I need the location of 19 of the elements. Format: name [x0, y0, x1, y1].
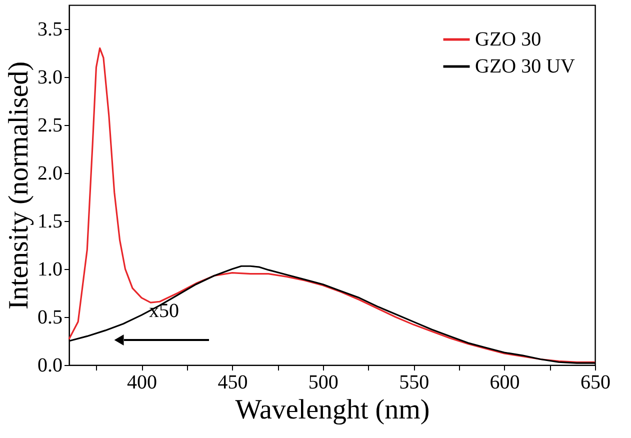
y-axis-title: Intensity (normalised) [4, 61, 34, 310]
x-tick-label: 600 [490, 372, 520, 394]
x-axis-title: Wavelenght (nm) [235, 394, 430, 426]
x-tick-label: 450 [218, 372, 248, 394]
x-tick-label: 550 [399, 372, 430, 394]
x-tick-label: 650 [580, 372, 610, 394]
legend-label: GZO 30 [475, 28, 542, 50]
y-tick-label: 1.0 [38, 258, 62, 280]
y-tick-label: 3.0 [38, 66, 62, 88]
annotation: x50 [149, 300, 179, 322]
y-tick-label: 0.5 [38, 306, 62, 328]
y-tick-label: 2.0 [38, 162, 62, 184]
y-tick-label: 2.5 [38, 114, 62, 136]
y-tick-label: 3.5 [38, 18, 62, 40]
y-tick-label: 0.0 [38, 354, 62, 376]
y-tick-label: 1.5 [38, 210, 62, 232]
legend-label: GZO 30 UV [475, 56, 576, 78]
x-tick-label: 400 [127, 372, 158, 394]
x-tick-label: 500 [308, 372, 338, 394]
